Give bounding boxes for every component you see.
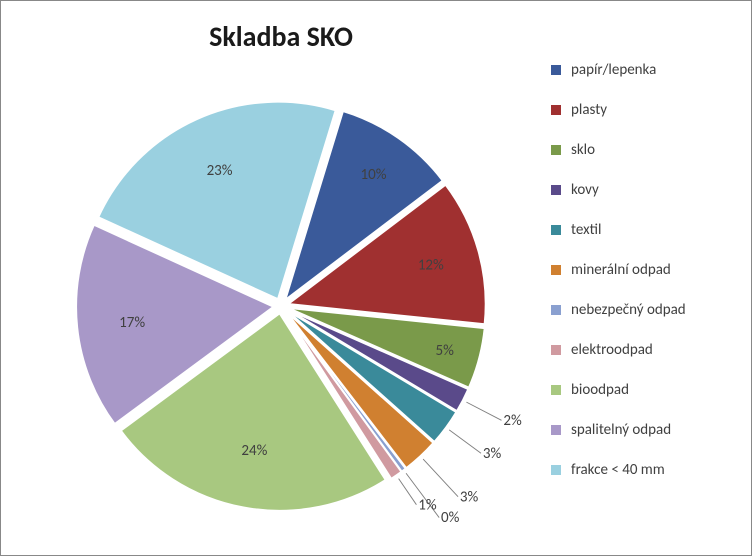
legend-label: minerální odpad	[571, 261, 671, 279]
leader-line	[423, 459, 458, 497]
slice-label: 0%	[441, 509, 460, 527]
slice-label: 3%	[460, 488, 479, 506]
legend-label: kovy	[571, 181, 599, 199]
legend-swatch	[551, 225, 561, 235]
slice-label: 24%	[241, 442, 267, 460]
legend-label: bioodpad	[571, 381, 629, 399]
legend-label: nebezpečný odpad	[571, 301, 686, 319]
legend-swatch	[551, 385, 561, 395]
legend-swatch	[551, 305, 561, 315]
legend-item: bioodpad	[551, 381, 731, 399]
slice-label: 5%	[436, 342, 455, 360]
leader-line	[399, 479, 417, 505]
legend-label: frakce < 40 mm	[571, 461, 665, 479]
slice-label: 2%	[503, 412, 522, 430]
legend: papír/lepenka plasty sklo kovy textil minerál…	[551, 61, 731, 501]
legend-swatch	[551, 105, 561, 115]
legend-item: nebezpečný odpad	[551, 301, 731, 319]
legend-swatch	[551, 345, 561, 355]
slice-label: 1%	[418, 496, 437, 514]
legend-item: papír/lepenka	[551, 61, 731, 79]
legend-swatch	[551, 145, 561, 155]
legend-label: textil	[571, 221, 601, 239]
legend-label: papír/lepenka	[571, 61, 656, 79]
legend-item: kovy	[551, 181, 731, 199]
legend-swatch	[551, 265, 561, 275]
legend-label: sklo	[571, 141, 595, 159]
legend-label: plasty	[571, 101, 607, 119]
legend-item: frakce < 40 mm	[551, 461, 731, 479]
slice-label: 17%	[119, 314, 145, 332]
legend-swatch	[551, 65, 561, 75]
slice-label: 10%	[360, 166, 386, 184]
chart-container: Skladba SKO 10%12%5%2%3%3%0%1%24%17%23% …	[0, 0, 752, 556]
legend-swatch	[551, 185, 561, 195]
legend-swatch	[551, 425, 561, 435]
legend-item: sklo	[551, 141, 731, 159]
legend-label: spalitelný odpad	[571, 421, 671, 439]
pie-chart: 10%12%5%2%3%3%0%1%24%17%23%	[21, 71, 541, 541]
legend-item: spalitelný odpad	[551, 421, 731, 439]
slice-label: 3%	[483, 445, 502, 463]
chart-title: Skladba SKO	[1, 19, 561, 54]
legend-item: minerální odpad	[551, 261, 731, 279]
legend-item: textil	[551, 221, 731, 239]
legend-item: plasty	[551, 101, 731, 119]
legend-swatch	[551, 465, 561, 475]
legend-label: elektroodpad	[571, 341, 653, 359]
leader-line	[449, 430, 481, 453]
leader-line	[466, 402, 501, 420]
legend-item: elektroodpad	[551, 341, 731, 359]
slice-label: 23%	[207, 162, 233, 180]
slice-label: 12%	[418, 257, 444, 275]
